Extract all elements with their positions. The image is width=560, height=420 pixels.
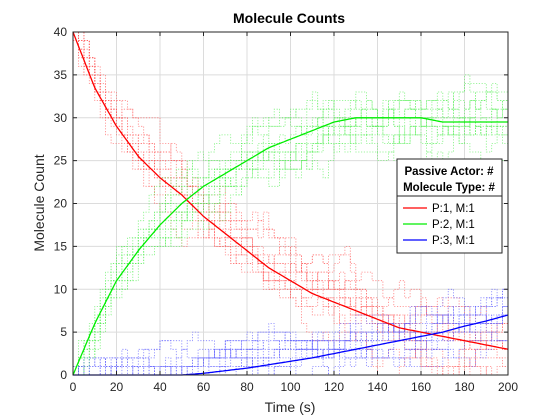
legend-entries: P:1, M:1 P:2, M:1 P:3, M:1 <box>403 203 475 247</box>
trace-3-run <box>73 314 509 376</box>
chart-title: Molecule Counts <box>233 10 345 26</box>
legend-label-1: P:1, M:1 <box>432 203 475 215</box>
x-tick-label: 120 <box>324 380 344 394</box>
legend-header-passive-actor: Passive Actor: # <box>404 166 494 178</box>
x-axis-label: Time (s) <box>265 399 316 415</box>
y-tick-label: 0 <box>60 368 67 382</box>
trace-1-run <box>73 31 508 376</box>
x-tick-label: 0 <box>70 380 77 394</box>
trace-1-run <box>73 31 509 358</box>
x-tick-label: 80 <box>240 380 254 394</box>
x-tick-label: 60 <box>197 380 211 394</box>
trace-2-run <box>73 108 509 376</box>
x-tick-label: 180 <box>454 380 474 394</box>
y-tick-label: 35 <box>54 68 68 82</box>
x-tick-label: 200 <box>498 380 518 394</box>
x-tick-label: 140 <box>367 380 387 394</box>
y-tick-label: 10 <box>54 282 68 296</box>
y-axis-label: Molecule Count <box>31 154 47 251</box>
legend-label-2: P:2, M:1 <box>432 219 475 231</box>
x-tick-label: 160 <box>411 380 431 394</box>
trace-3-run <box>73 297 509 376</box>
y-tick-label: 15 <box>54 239 68 253</box>
y-tick-label: 5 <box>60 325 67 339</box>
trace-1-run <box>73 31 509 376</box>
trace-1-run <box>73 31 508 376</box>
trace-1-run <box>73 40 508 376</box>
axis-ticks: 0 20 40 60 80 100 120 140 160 180 200 0 5 10 15 20 25 30 3… <box>54 25 519 394</box>
series-line-1 <box>72 31 509 350</box>
y-tick-label: 30 <box>54 111 68 125</box>
legend-label-3: P:3, M:1 <box>432 235 475 247</box>
y-tick-label: 40 <box>54 25 68 39</box>
series-line-2 <box>72 117 508 376</box>
y-tick-label: 20 <box>54 197 68 211</box>
x-tick-label: 20 <box>110 380 124 394</box>
legend-header-molecule-type: Molecule Type: # <box>403 182 495 194</box>
x-tick-label: 40 <box>153 380 167 394</box>
legend: Passive Actor: # Molecule Type: # P:1, M… <box>396 158 503 254</box>
trace-2-run <box>73 100 509 367</box>
y-tick-label: 25 <box>54 154 68 168</box>
x-tick-label: 100 <box>280 380 300 394</box>
trace-2-run <box>73 117 509 367</box>
trace-3-run <box>73 297 508 376</box>
trace-3-run <box>73 314 508 376</box>
legend-box <box>396 158 503 254</box>
